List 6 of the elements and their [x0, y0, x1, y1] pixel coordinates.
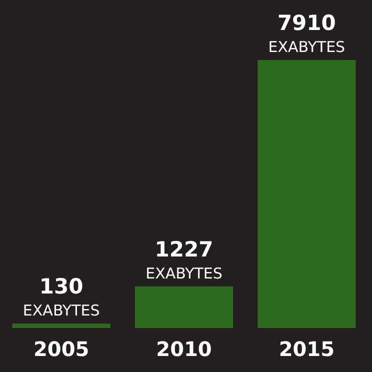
x-tick-label: 2010 [156, 337, 212, 362]
x-tick-label: 2015 [278, 337, 335, 362]
data-label: 1227 EXABYTES [146, 237, 222, 282]
data-label: 7910 EXABYTES [268, 11, 346, 56]
data-label: 130 EXABYTES [22, 274, 100, 320]
x-tick-label: 2005 [33, 337, 90, 362]
